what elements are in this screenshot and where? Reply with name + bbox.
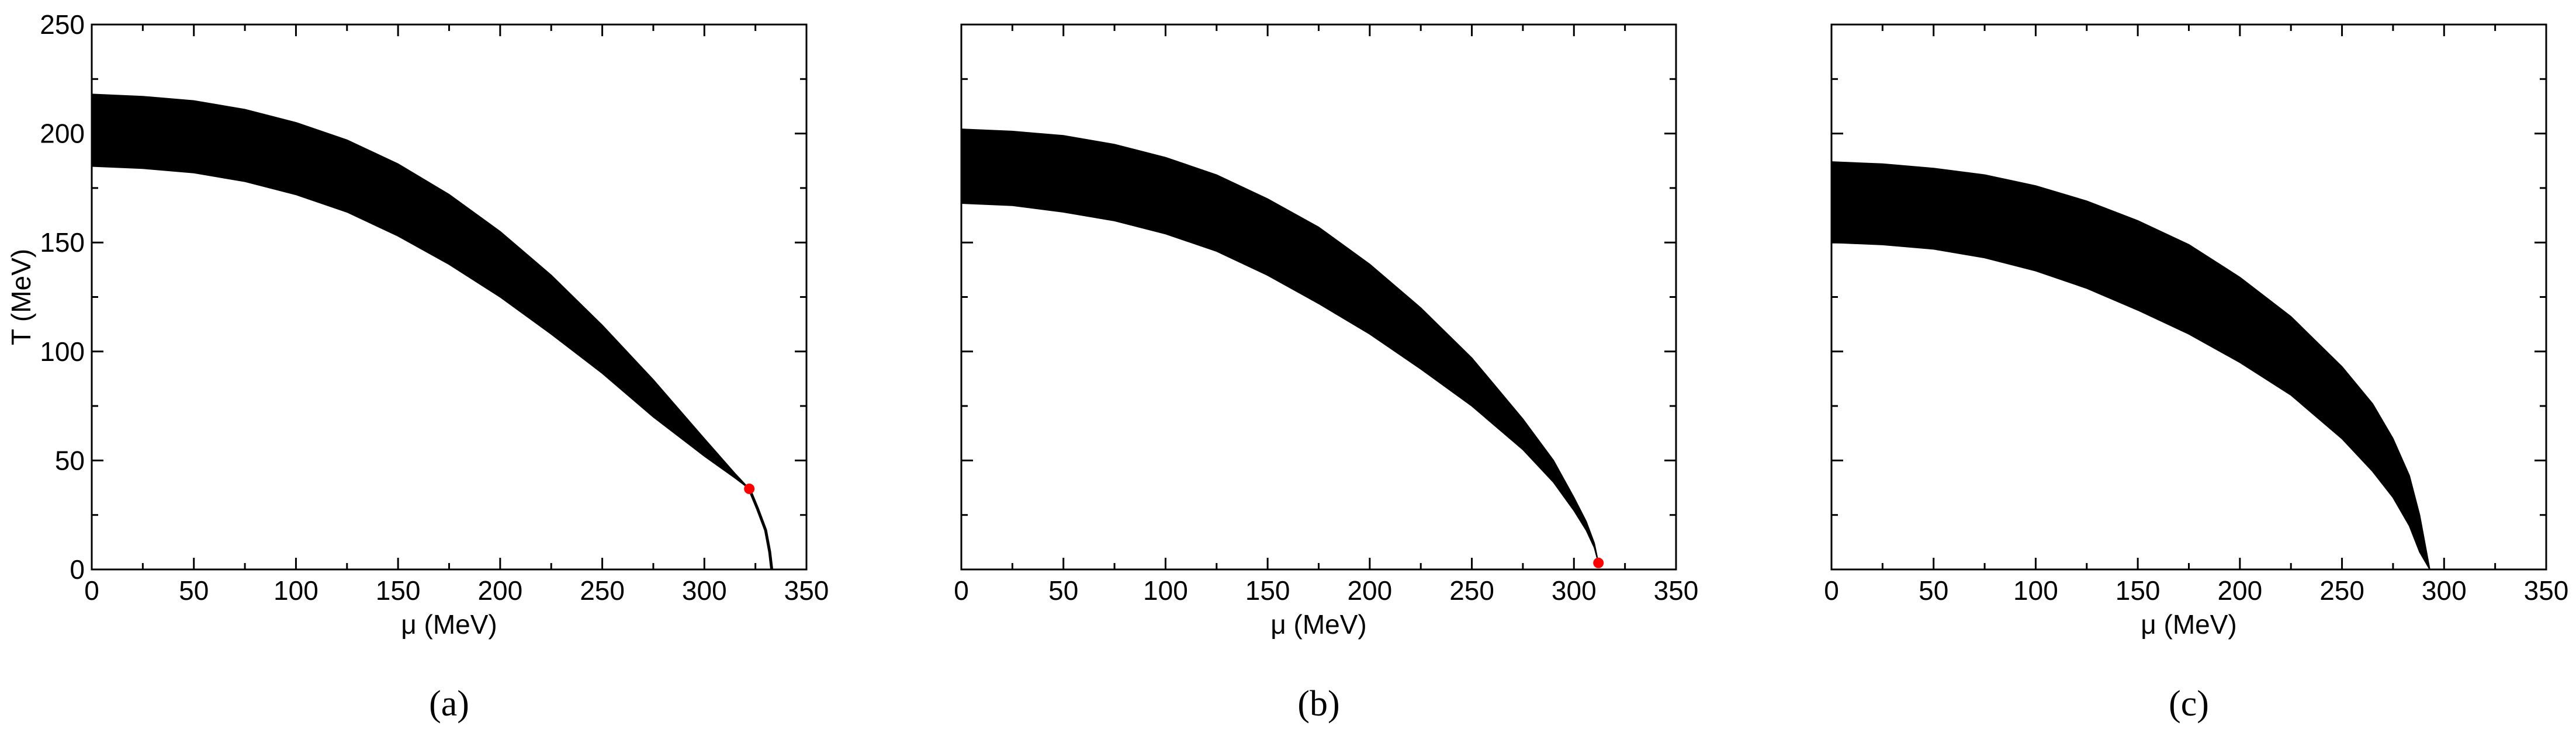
y-tick-label: 100 bbox=[40, 336, 85, 367]
band-series-0 bbox=[1831, 161, 2430, 570]
x-tick-label: 200 bbox=[477, 575, 522, 606]
x-tick-label: 200 bbox=[1347, 575, 1392, 606]
chart-panel-b: 0 50 100 150 200 250 300 350 μ (MeV) (b) bbox=[954, 23, 1699, 724]
x-tick-label: 300 bbox=[1552, 575, 1597, 606]
x-tick-label: 250 bbox=[2319, 575, 2364, 606]
y-axis-title: T (MeV) bbox=[6, 249, 36, 345]
x-tick-label: 150 bbox=[376, 575, 421, 606]
x-tick-label: 300 bbox=[682, 575, 727, 606]
y-tick-label: 200 bbox=[40, 119, 85, 149]
panel-caption: (a) bbox=[429, 684, 469, 724]
x-tick-label: 350 bbox=[2524, 575, 2569, 606]
x-axis-title: μ (MeV) bbox=[1270, 609, 1367, 640]
x-tick-label: 200 bbox=[2217, 575, 2262, 606]
x-tick-label: 100 bbox=[1143, 575, 1188, 606]
x-tick-label: 0 bbox=[954, 575, 969, 606]
y-tick-label: 150 bbox=[40, 227, 85, 258]
x-tick-label: 50 bbox=[179, 575, 209, 606]
x-tick-label: 350 bbox=[1654, 575, 1699, 606]
critical-point-marker bbox=[1593, 557, 1604, 568]
x-tick-label: 100 bbox=[273, 575, 318, 606]
x-tick-label: 0 bbox=[84, 575, 99, 606]
x-axis-title: μ (MeV) bbox=[401, 609, 497, 640]
chart-panel-a: 0 50 100 150 200 250 300 350 0 50 100 150 200 250 μ (M… bbox=[6, 9, 829, 724]
y-tick-label: 50 bbox=[55, 445, 85, 475]
x-tick-label: 50 bbox=[1048, 575, 1078, 606]
x-tick-label: 100 bbox=[2013, 575, 2058, 606]
panel-caption: (c) bbox=[2169, 684, 2209, 724]
band-series-0 bbox=[91, 93, 750, 489]
x-tick-label: 250 bbox=[1449, 575, 1494, 606]
critical-point-marker bbox=[744, 483, 755, 494]
x-tick-label: 300 bbox=[2422, 575, 2467, 606]
x-axis-title: μ (MeV) bbox=[2141, 609, 2237, 640]
chart-panel-c: 0 50 100 150 200 250 300 350 μ (MeV) (c) bbox=[1824, 23, 2569, 724]
y-tick-label: 0 bbox=[70, 554, 85, 585]
panel-caption: (b) bbox=[1297, 684, 1339, 724]
x-tick-label: 250 bbox=[580, 575, 625, 606]
x-tick-label: 50 bbox=[1919, 575, 1948, 606]
x-tick-label: 0 bbox=[1824, 575, 1839, 606]
x-tick-label: 350 bbox=[784, 575, 829, 606]
x-tick-label: 150 bbox=[2115, 575, 2160, 606]
x-tick-label: 150 bbox=[1245, 575, 1290, 606]
band-series-0 bbox=[961, 128, 1599, 564]
y-tick-label: 250 bbox=[40, 9, 85, 40]
band-series-1 bbox=[747, 488, 774, 570]
